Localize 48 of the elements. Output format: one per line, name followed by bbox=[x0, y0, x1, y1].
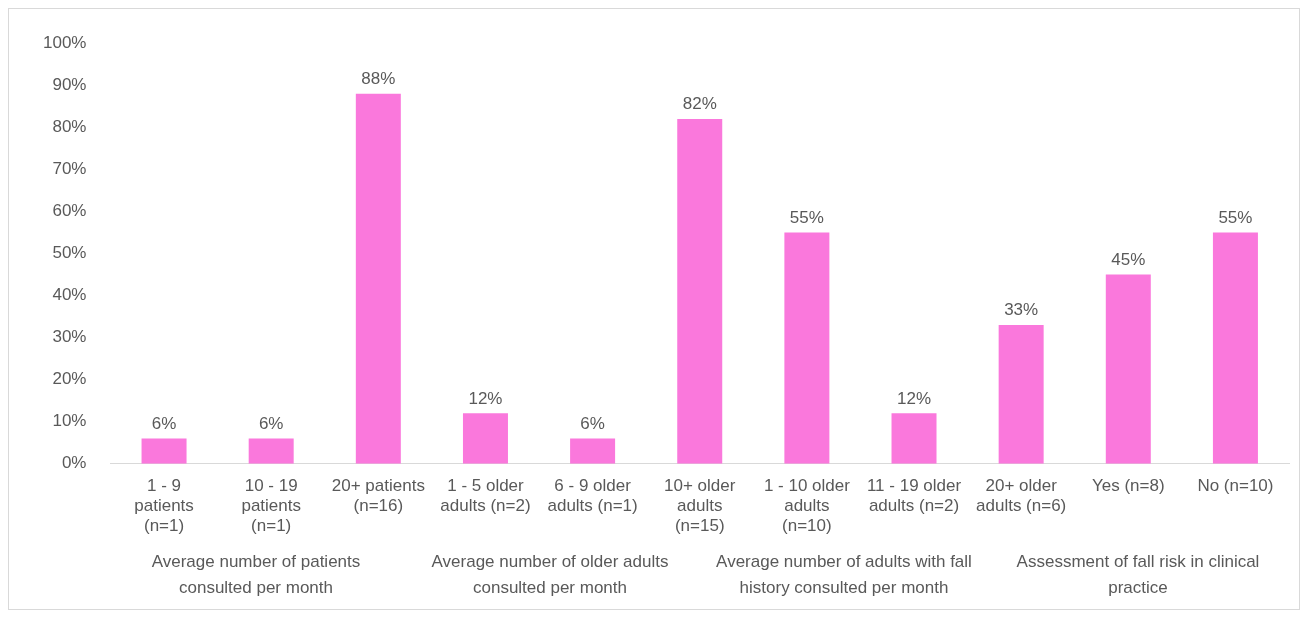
x-tick-label: Yes (n=8) bbox=[1091, 475, 1165, 495]
data-label: 88% bbox=[361, 68, 396, 88]
data-label: 55% bbox=[1218, 207, 1253, 227]
text: Average number of adults with fall history consulted per month bbox=[715, 551, 973, 599]
y-tick-label: 50% bbox=[52, 243, 87, 263]
data-label: 55% bbox=[789, 207, 824, 227]
bar bbox=[248, 438, 294, 464]
x-tick-label: 20+ older adults (n=6) bbox=[976, 475, 1067, 516]
bar bbox=[141, 438, 187, 464]
data-label: 45% bbox=[1111, 249, 1146, 269]
y-tick-label: 70% bbox=[52, 159, 87, 179]
bar bbox=[355, 93, 401, 464]
bar bbox=[462, 413, 508, 464]
y-tick-label: 20% bbox=[52, 369, 87, 389]
x-tick-label: 1 - 5 older adults (n=2) bbox=[440, 475, 531, 516]
y-tick-label: 90% bbox=[52, 74, 87, 94]
text: Average number of patients consulted per month bbox=[150, 551, 362, 599]
data-label: 12% bbox=[897, 388, 932, 408]
data-label: 6% bbox=[580, 413, 605, 433]
data-label: 6% bbox=[151, 413, 177, 433]
data-label: 12% bbox=[468, 388, 503, 408]
y-tick-label: 40% bbox=[52, 285, 87, 305]
x-tick-label: No (n=10) bbox=[1197, 475, 1274, 495]
data-label: 82% bbox=[682, 94, 717, 114]
data-label: 6% bbox=[258, 413, 284, 433]
bar bbox=[891, 413, 937, 464]
x-tick-label: 10 - 19 patients (n=1) bbox=[241, 475, 301, 536]
x-tick-label: 10+ older adults (n=15) bbox=[664, 475, 736, 536]
bar bbox=[998, 325, 1044, 464]
x-tick-label: 1 - 10 older adults (n=10) bbox=[763, 475, 851, 536]
text: Assessment of fall risk in clinical practice bbox=[1015, 551, 1261, 599]
bar bbox=[570, 438, 616, 464]
bar bbox=[677, 118, 723, 464]
x-tick-label: 11 - 19 older adults (n=2) bbox=[866, 475, 962, 516]
y-tick-label: 30% bbox=[52, 327, 87, 347]
bar bbox=[784, 232, 830, 464]
x-tick-label: 20+ patients (n=16) bbox=[331, 475, 425, 516]
x-tick-label: 6 - 9 older adults (n=1) bbox=[547, 475, 638, 516]
text: Average number of older adults consulted per month bbox=[430, 551, 670, 599]
x-tick-label: 1 - 9 patients (n=1) bbox=[134, 475, 194, 536]
y-tick-label: 10% bbox=[52, 411, 87, 431]
y-tick-label: 80% bbox=[52, 117, 87, 137]
bar bbox=[1212, 232, 1258, 464]
bar bbox=[1105, 274, 1151, 464]
y-tick-label: 100% bbox=[43, 32, 87, 52]
y-tick-label: 60% bbox=[52, 201, 87, 221]
y-tick-label: 0% bbox=[61, 453, 87, 473]
data-label: 33% bbox=[1004, 300, 1039, 320]
